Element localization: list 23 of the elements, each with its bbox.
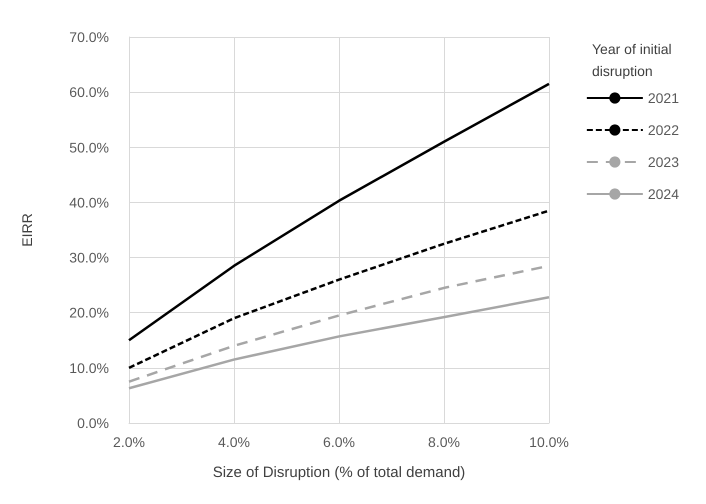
x-tick-label: 8.0% — [428, 434, 460, 450]
x-tick-label: 2.0% — [113, 434, 145, 450]
line-series — [128, 209, 550, 370]
y-tick-label: 50.0% — [69, 139, 109, 156]
x-tick-label: 4.0% — [218, 434, 250, 450]
legend-label: 2022 — [648, 122, 680, 138]
y-tick-label: 30.0% — [69, 250, 109, 266]
x-tick-label: 6.0% — [323, 434, 355, 450]
y-tick-label: 70.0% — [69, 29, 109, 45]
y-tick-label: 60.0% — [69, 84, 109, 100]
y-tick-label: 0.0% — [77, 415, 109, 431]
line-series — [128, 296, 550, 390]
x-axis-title: Size of Disruption (% of total demand) — [212, 464, 466, 481]
line-series — [128, 82, 550, 342]
x-tick-label: 10.0% — [529, 434, 569, 450]
legend-label: 2023 — [648, 154, 680, 170]
legend-label: 2024 — [648, 186, 680, 202]
y-tick-label: 10.0% — [69, 360, 109, 376]
y-axis-title: EIRR — [19, 213, 35, 247]
y-tick-label: 40.0% — [69, 194, 109, 210]
legend-label: 2021 — [648, 90, 680, 106]
y-tick-label: 20.0% — [69, 304, 109, 321]
legend-title: Year of initial disruption — [592, 41, 676, 79]
